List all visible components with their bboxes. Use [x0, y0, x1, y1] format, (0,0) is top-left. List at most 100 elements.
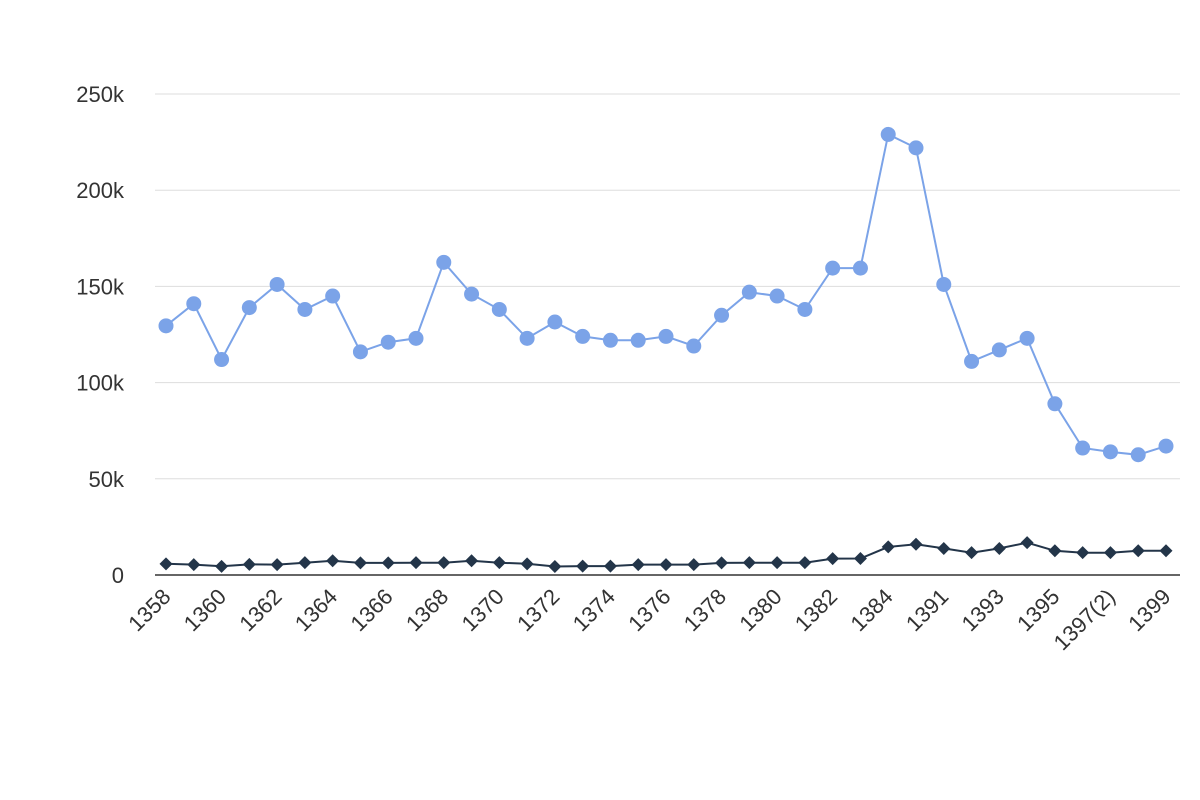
data-point[interactable]	[936, 276, 952, 292]
data-point[interactable]	[352, 344, 368, 360]
data-point[interactable]	[520, 557, 534, 571]
x-tick-label: 1382	[790, 584, 842, 636]
data-point[interactable]	[242, 557, 256, 571]
x-tick-label: 1362	[234, 584, 286, 636]
data-point[interactable]	[602, 332, 618, 348]
x-tick-label: 1393	[957, 584, 1009, 636]
data-point[interactable]	[187, 558, 201, 572]
grid-layer	[155, 93, 1180, 480]
data-point[interactable]	[769, 288, 785, 304]
x-tick-label: 1366	[345, 584, 397, 636]
x-axis-ticks: 1358 1360 1362 1364 1366 1368 1370 1372 1374 1376…	[123, 584, 1175, 655]
data-point[interactable]	[575, 328, 591, 344]
x-tick-label: 1384	[845, 584, 897, 636]
data-point[interactable]	[658, 328, 674, 344]
data-point[interactable]	[1019, 330, 1035, 346]
data-point[interactable]	[270, 558, 284, 572]
x-tick-label: 1380	[734, 584, 786, 636]
data-point[interactable]	[547, 314, 563, 330]
data-point[interactable]	[630, 332, 646, 348]
data-point[interactable]	[964, 353, 980, 369]
data-point[interactable]	[798, 556, 812, 570]
data-point[interactable]	[742, 556, 756, 570]
x-tick-label: 1399	[1123, 584, 1175, 636]
y-tick-label: 250k	[76, 82, 125, 107]
data-point[interactable]	[215, 559, 229, 573]
data-point[interactable]	[214, 352, 230, 368]
data-point[interactable]	[852, 260, 868, 276]
data-point[interactable]	[325, 288, 341, 304]
data-point[interactable]	[797, 301, 813, 317]
y-tick-label: 150k	[76, 274, 125, 299]
data-point[interactable]	[631, 558, 645, 572]
data-point[interactable]	[464, 286, 480, 302]
data-point[interactable]	[687, 558, 701, 572]
data-point[interactable]	[409, 556, 423, 570]
data-point[interactable]	[408, 330, 424, 346]
data-point[interactable]	[825, 260, 841, 276]
x-tick-label: 1391	[901, 584, 953, 636]
data-point[interactable]	[715, 556, 729, 570]
y-tick-label: 200k	[76, 178, 125, 203]
data-point[interactable]	[741, 284, 757, 300]
data-point[interactable]	[991, 342, 1007, 358]
data-point[interactable]	[880, 126, 896, 142]
data-point[interactable]	[659, 558, 673, 572]
data-point[interactable]	[686, 338, 702, 354]
x-tick-label: 1368	[401, 584, 453, 636]
y-tick-label: 100k	[76, 371, 125, 396]
data-point[interactable]	[326, 554, 340, 568]
x-tick-label: 1358	[123, 584, 175, 636]
data-point[interactable]	[603, 559, 617, 573]
data-point[interactable]	[298, 556, 312, 570]
data-point[interactable]	[1102, 444, 1118, 460]
data-point[interactable]	[909, 537, 923, 551]
data-point[interactable]	[548, 560, 562, 574]
data-point[interactable]	[186, 296, 202, 312]
data-point[interactable]	[576, 559, 590, 573]
data-point[interactable]	[992, 541, 1006, 555]
data-point[interactable]	[159, 557, 173, 571]
y-tick-label: 0	[112, 563, 124, 588]
data-point[interactable]	[491, 301, 507, 317]
data-point[interactable]	[714, 307, 730, 323]
data-point[interactable]	[492, 556, 506, 570]
x-tick-label: 1372	[512, 584, 564, 636]
data-point[interactable]	[853, 551, 867, 565]
data-point[interactable]	[1076, 546, 1090, 560]
data-point[interactable]	[1048, 544, 1062, 558]
data-point[interactable]	[437, 556, 451, 570]
data-point[interactable]	[241, 300, 257, 316]
data-point[interactable]	[1020, 536, 1034, 550]
data-point[interactable]	[908, 140, 924, 156]
data-point[interactable]	[380, 334, 396, 350]
data-point[interactable]	[881, 540, 895, 554]
x-tick-label: 1374	[568, 584, 620, 636]
y-axis-ticks: 0 50k 100k 150k 200k 250k	[76, 82, 125, 588]
data-point[interactable]	[519, 330, 535, 346]
y-tick-label: 50k	[89, 467, 125, 492]
data-point[interactable]	[1131, 544, 1145, 558]
data-point[interactable]	[937, 541, 951, 555]
data-point[interactable]	[269, 276, 285, 292]
data-point[interactable]	[1103, 546, 1117, 560]
x-tick-label: 1378	[679, 584, 731, 636]
data-point[interactable]	[465, 554, 479, 568]
data-point[interactable]	[1159, 544, 1173, 558]
data-point[interactable]	[158, 318, 174, 334]
data-point[interactable]	[436, 254, 452, 270]
data-point[interactable]	[826, 552, 840, 566]
series-line	[165, 132, 1167, 456]
data-point[interactable]	[353, 556, 367, 570]
data-point[interactable]	[1130, 447, 1146, 463]
x-tick-label: 1360	[179, 584, 231, 636]
data-point[interactable]	[770, 556, 784, 570]
x-tick-label: 1370	[457, 584, 509, 636]
data-point[interactable]	[1047, 396, 1063, 412]
data-point[interactable]	[1075, 440, 1091, 456]
data-point[interactable]	[965, 546, 979, 560]
data-point[interactable]	[297, 301, 313, 317]
data-point[interactable]	[381, 556, 395, 570]
data-point[interactable]	[1158, 438, 1174, 454]
